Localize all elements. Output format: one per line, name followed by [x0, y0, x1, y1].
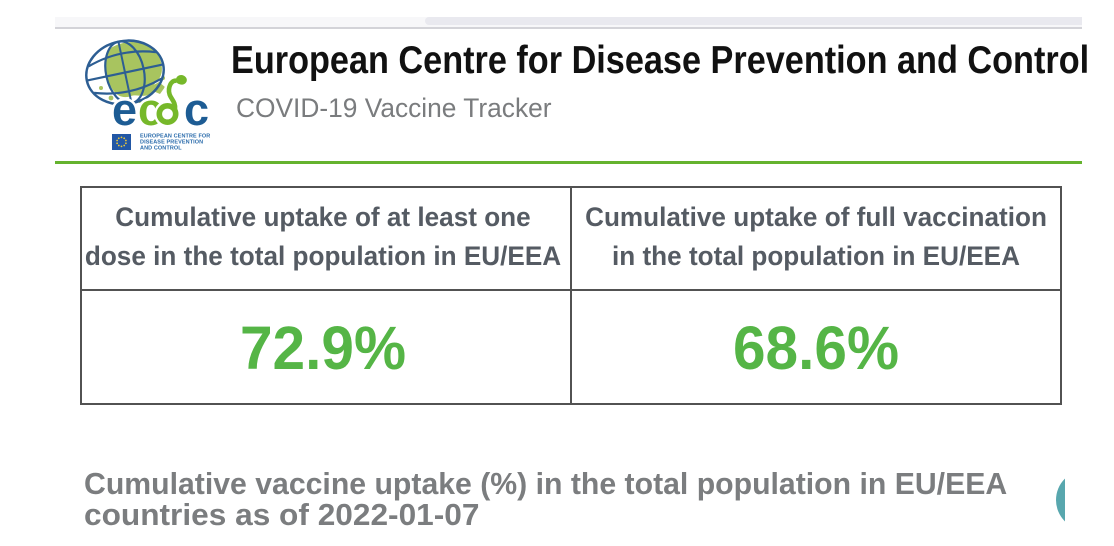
svg-text:DISEASE PREVENTION: DISEASE PREVENTION: [140, 140, 203, 146]
svg-text:AND CONTROL: AND CONTROL: [140, 146, 182, 152]
svg-text:EUROPEAN CENTRE FOR: EUROPEAN CENTRE FOR: [140, 133, 210, 139]
svg-text:e: e: [112, 84, 137, 135]
svg-text:c: c: [184, 84, 209, 135]
